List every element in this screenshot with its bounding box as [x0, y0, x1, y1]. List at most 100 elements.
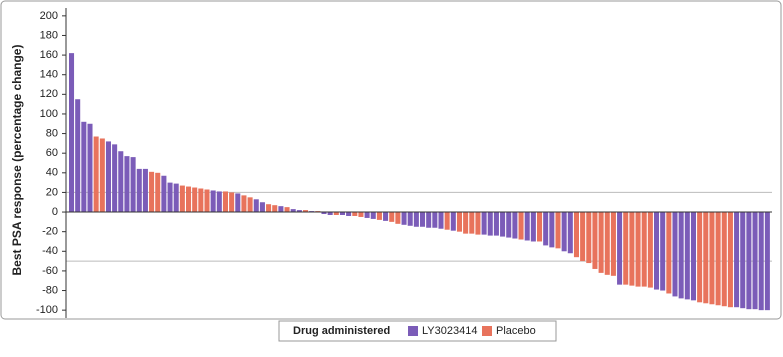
bar	[703, 212, 709, 304]
bar	[210, 190, 216, 213]
bar	[543, 212, 549, 246]
bar	[709, 212, 715, 305]
bar	[555, 212, 561, 249]
bar	[81, 121, 87, 213]
bar	[105, 141, 111, 213]
bar	[524, 212, 530, 241]
bar	[697, 212, 703, 303]
bar	[118, 151, 124, 213]
bar	[142, 168, 148, 213]
bar	[99, 138, 105, 213]
bar	[469, 212, 475, 234]
bar	[124, 156, 130, 213]
bar	[420, 212, 426, 227]
bar	[734, 212, 740, 308]
bar	[173, 183, 179, 213]
bar	[161, 175, 167, 213]
y-tick-label: -80	[42, 284, 58, 296]
bar	[764, 212, 770, 311]
bar	[229, 192, 235, 213]
bar	[198, 188, 204, 213]
bar	[266, 204, 272, 213]
bar	[395, 212, 401, 224]
bar	[253, 199, 259, 213]
bar	[561, 212, 567, 252]
bar	[549, 212, 555, 248]
bar	[567, 212, 573, 254]
bar	[475, 212, 481, 235]
bar	[752, 212, 758, 310]
legend-swatch	[482, 326, 492, 336]
bar	[740, 212, 746, 309]
bar	[413, 212, 419, 227]
y-tick-label: -60	[42, 265, 58, 277]
bar	[758, 212, 764, 311]
y-tick-label: 200	[40, 10, 58, 22]
bar	[407, 212, 413, 226]
y-tick-label: 20	[46, 186, 58, 198]
bar	[481, 212, 487, 235]
bar	[155, 172, 161, 213]
bar	[438, 212, 444, 229]
bar	[573, 212, 579, 258]
bar	[167, 182, 173, 213]
bar	[358, 212, 364, 217]
bar	[235, 193, 241, 213]
bar	[75, 99, 81, 213]
chart-frame	[0, 0, 782, 320]
y-tick-label: 140	[40, 69, 58, 81]
bar	[444, 212, 450, 230]
bar	[617, 212, 623, 285]
bar	[487, 212, 493, 236]
legend-swatch	[408, 326, 418, 336]
bar	[623, 212, 629, 285]
bar	[635, 212, 641, 287]
bar	[672, 212, 678, 297]
bar	[204, 189, 210, 213]
bar	[383, 212, 389, 221]
y-tick-label: -20	[42, 226, 58, 238]
bar	[179, 185, 185, 213]
bar	[580, 212, 586, 262]
y-tick-label: -40	[42, 245, 58, 257]
bar	[684, 212, 690, 300]
bar	[93, 136, 99, 213]
bar	[530, 212, 536, 242]
y-tick-label: 120	[40, 88, 58, 100]
bar	[284, 207, 290, 213]
bar	[376, 212, 382, 220]
y-tick-label: 0	[52, 206, 58, 218]
bar	[426, 212, 432, 228]
bar	[303, 210, 309, 213]
bar	[456, 212, 462, 232]
bar	[346, 212, 352, 216]
bar	[130, 157, 136, 213]
bar	[272, 205, 278, 213]
bar	[241, 195, 247, 213]
bar	[432, 212, 438, 228]
bar	[715, 212, 721, 306]
bar	[327, 212, 333, 215]
bar	[136, 168, 142, 213]
y-tick-label: 160	[40, 49, 58, 61]
bar	[364, 212, 370, 218]
bar	[87, 123, 93, 213]
bar	[666, 212, 672, 294]
bar	[678, 212, 684, 299]
bar	[321, 212, 327, 215]
y-axis-label: Best PSA response (percentage change)	[10, 45, 24, 276]
bar	[660, 212, 666, 291]
bar	[333, 212, 339, 215]
bar	[222, 191, 228, 213]
bar	[654, 212, 660, 290]
y-tick-label: 100	[40, 108, 58, 120]
bar	[629, 212, 635, 286]
bar	[450, 212, 456, 231]
bar	[512, 212, 518, 239]
bar	[352, 212, 358, 216]
bar	[69, 53, 75, 213]
bar	[296, 210, 302, 213]
bar	[727, 212, 733, 308]
legend-title: Drug administered	[293, 325, 390, 337]
